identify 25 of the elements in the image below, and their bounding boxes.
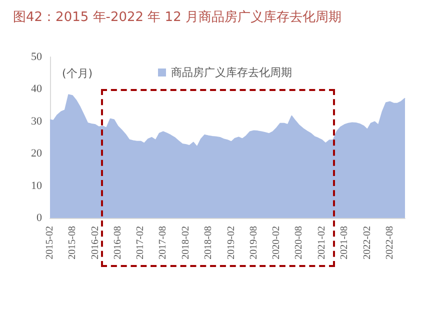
y-tick-label: 20 [31,148,42,160]
x-tick-label: 2021-02 [316,226,328,260]
x-tick-label: 2019-02 [226,226,237,260]
y-tick-label: 10 [31,180,42,192]
x-tick-label: 2015-08 [66,226,78,260]
y-tick-label: 30 [31,115,42,128]
x-tick-label: 2020-02 [271,226,282,260]
x-tick-label: 2016-02 [90,226,101,260]
x-tick-label: 2015-02 [44,226,56,260]
y-axis-title: (个月) [62,67,93,80]
x-tick-label: 2022-02 [362,226,373,260]
x-tick-label: 2021-08 [339,226,350,260]
x-tick-label: 2017-02 [135,226,146,260]
x-tick-label: 2017-08 [158,226,169,260]
legend-label: 商品房广义库存去化周期 [171,66,292,79]
x-tick-label: 2016-08 [112,226,124,260]
y-tick-label: 40 [31,83,42,96]
y-tick-label: 0 [36,212,42,224]
x-tick-label: 2019-08 [248,226,260,260]
x-tick-label: 2022-08 [384,226,396,260]
chart-title: 图42：2015 年-2022 年 12 月商品房广义库存去化周期 [13,9,342,25]
x-tick-label: 2020-08 [294,226,305,260]
y-tick-label: 50 [31,51,42,63]
x-tick-label: 2018-02 [180,226,192,260]
x-tick-label: 2018-08 [203,226,214,260]
